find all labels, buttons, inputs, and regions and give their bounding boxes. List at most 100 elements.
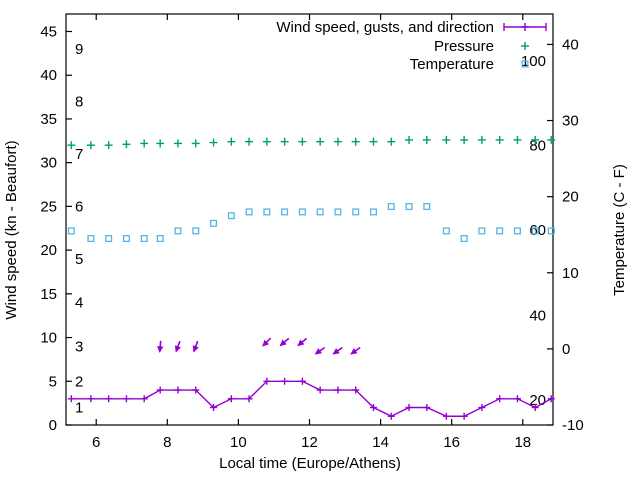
temperature-point: [298, 208, 306, 216]
y-axis-left-ticks: 0 5 10 15 20 25 30 35 40 45: [40, 23, 72, 434]
wind-direction-arrow: [157, 340, 164, 353]
temperature-point: [442, 227, 450, 235]
beaufort-label: 5: [75, 251, 83, 268]
temperature-point: [245, 208, 253, 216]
y-tick-label: 35: [40, 111, 57, 128]
x-axis-title: Local time (Europe/Athens): [219, 455, 401, 472]
temperature-point: [513, 227, 521, 235]
temperature-point: [122, 235, 130, 243]
wind-speed-line: [71, 380, 552, 418]
pressure-point: [227, 137, 236, 146]
fahrenheit-label: 40: [529, 307, 546, 324]
pressure-point: [387, 137, 396, 146]
wind-speed-point: [334, 386, 342, 394]
temperature-point: [478, 227, 486, 235]
legend-key-wind: [503, 23, 547, 31]
temperature-point: [369, 208, 377, 216]
temperature-point: [352, 208, 360, 216]
pressure-point: [122, 140, 131, 149]
y-axis-left-title: Wind speed (kn - Beaufort): [3, 140, 20, 319]
y-tick-label: 40: [40, 67, 57, 84]
pressure-point: [547, 135, 556, 144]
wind-speed-point: [67, 395, 75, 403]
pressure-point: [245, 137, 254, 146]
x-tick-label: 18: [514, 434, 531, 451]
pressure-point: [156, 139, 165, 148]
wind-direction-arrow: [174, 340, 181, 353]
temperature-point: [174, 227, 182, 235]
pressure-point: [67, 141, 76, 150]
wind-speed-point: [460, 412, 468, 420]
x-tick-label: 14: [372, 434, 389, 451]
wind-speed-point: [352, 386, 360, 394]
wind-speed-point: [87, 395, 95, 403]
x-axis-ticks: 6 8 10 12 14 16 18: [92, 14, 531, 451]
y-tick-label: 10: [40, 330, 57, 347]
pressure-point: [316, 137, 325, 146]
y2-tick-label: -10: [562, 417, 584, 434]
beaufort-scale-labels: 1 2 3 4 5 6 7 8 9: [75, 41, 83, 417]
series-wind-speed: [67, 377, 555, 420]
pressure-point: [495, 135, 504, 144]
pressure-point: [531, 135, 540, 144]
pressure-point: [405, 135, 414, 144]
wind-speed-point: [210, 404, 218, 412]
wind-speed-point: [263, 377, 271, 385]
pressure-point: [173, 139, 182, 148]
wind-speed-point: [140, 395, 148, 403]
beaufort-label: 4: [75, 295, 83, 312]
wind-speed-point: [105, 395, 113, 403]
y-tick-label: 15: [40, 286, 57, 303]
wind-speed-point: [442, 412, 450, 420]
wind-speed-point: [122, 395, 130, 403]
temperature-point: [227, 212, 235, 220]
y2-tick-label: 0: [562, 341, 570, 358]
temperature-point: [387, 203, 395, 211]
temperature-point: [496, 227, 504, 235]
temperature-point: [316, 208, 324, 216]
y2-tick-label: 30: [562, 113, 579, 130]
temperature-point: [547, 227, 555, 235]
x-tick-label: 12: [301, 434, 318, 451]
wind-speed-point: [423, 404, 431, 412]
y-tick-label: 25: [40, 198, 57, 215]
y2-tick-label: 20: [562, 189, 579, 206]
beaufort-label: 9: [75, 41, 83, 58]
pressure-point: [369, 137, 378, 146]
temperature-point: [423, 203, 431, 211]
x-tick-label: 16: [443, 434, 460, 451]
x-tick-label: 8: [163, 434, 171, 451]
wind-direction-arrow: [192, 340, 199, 353]
temperature-point: [192, 227, 200, 235]
beaufort-label: 7: [75, 146, 83, 163]
pressure-point: [442, 135, 451, 144]
y-tick-label: 45: [40, 23, 57, 40]
y-axis-right-ticks: -10 0 10 20 30 40: [547, 36, 584, 434]
wind-speed-point: [478, 404, 486, 412]
x-tick-label: 10: [230, 434, 247, 451]
wind-direction-arrow: [262, 337, 272, 347]
temperature-point: [140, 235, 148, 243]
legend-label-plus: Pressure: [434, 38, 494, 55]
wind-speed-point: [387, 412, 395, 420]
y2-tick-label: 40: [562, 36, 579, 53]
wind-speed-point: [298, 377, 306, 385]
series-pressure: [67, 135, 556, 150]
temperature-point: [67, 227, 75, 235]
pressure-point: [209, 138, 218, 147]
temperature-point: [210, 219, 218, 227]
pressure-point: [262, 137, 271, 146]
temperature-point: [87, 235, 95, 243]
y-tick-label: 30: [40, 155, 57, 172]
wind-speed-point: [245, 395, 253, 403]
pressure-point: [351, 137, 360, 146]
legend-label-square: Temperature: [410, 56, 494, 73]
wind-speed-point: [174, 386, 182, 394]
temperature-point: [105, 235, 113, 243]
x-tick-label: 6: [92, 434, 100, 451]
pressure-point: [477, 135, 486, 144]
wind-speed-point: [547, 395, 555, 403]
